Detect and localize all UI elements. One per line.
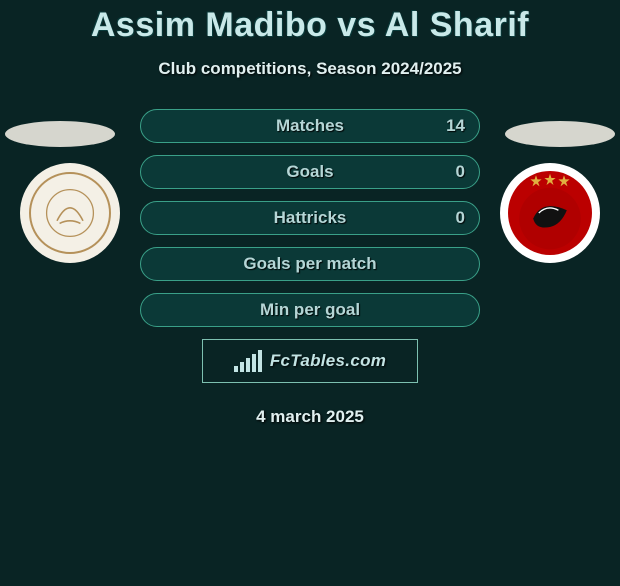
stat-player1-value: 0 bbox=[456, 208, 465, 228]
player1-ellipse bbox=[5, 121, 115, 147]
stat-row-min-per-goal: Min per goal bbox=[140, 293, 480, 327]
stat-row-goals: Goals 0 bbox=[140, 155, 480, 189]
stat-row-hattricks: Hattricks 0 bbox=[140, 201, 480, 235]
bar-chart-icon bbox=[234, 350, 264, 372]
player1-club-crest-icon bbox=[29, 172, 111, 254]
player2-club-crest-icon bbox=[508, 171, 592, 255]
player2-ellipse bbox=[505, 121, 615, 147]
stat-row-matches: Matches 14 bbox=[140, 109, 480, 143]
stat-label: Goals per match bbox=[243, 254, 376, 274]
brand-text: FcTables.com bbox=[270, 351, 386, 371]
player2-club-badge bbox=[500, 163, 600, 263]
stat-label: Matches bbox=[276, 116, 344, 136]
brand-box: FcTables.com bbox=[202, 339, 418, 383]
stat-label: Goals bbox=[286, 162, 333, 182]
stat-label: Hattricks bbox=[274, 208, 347, 228]
stat-row-goals-per-match: Goals per match bbox=[140, 247, 480, 281]
stat-player1-value: 0 bbox=[456, 162, 465, 182]
stat-label: Min per goal bbox=[260, 300, 360, 320]
comparison-container: Matches 14 Goals 0 Hattricks 0 Goals per… bbox=[0, 109, 620, 327]
stat-player1-value: 14 bbox=[446, 116, 465, 136]
report-date: 4 march 2025 bbox=[0, 407, 620, 427]
player1-club-badge bbox=[20, 163, 120, 263]
page-subtitle: Club competitions, Season 2024/2025 bbox=[0, 59, 620, 79]
page-title: Assim Madibo vs Al Sharif bbox=[0, 6, 620, 45]
stat-bars: Matches 14 Goals 0 Hattricks 0 Goals per… bbox=[140, 109, 480, 327]
